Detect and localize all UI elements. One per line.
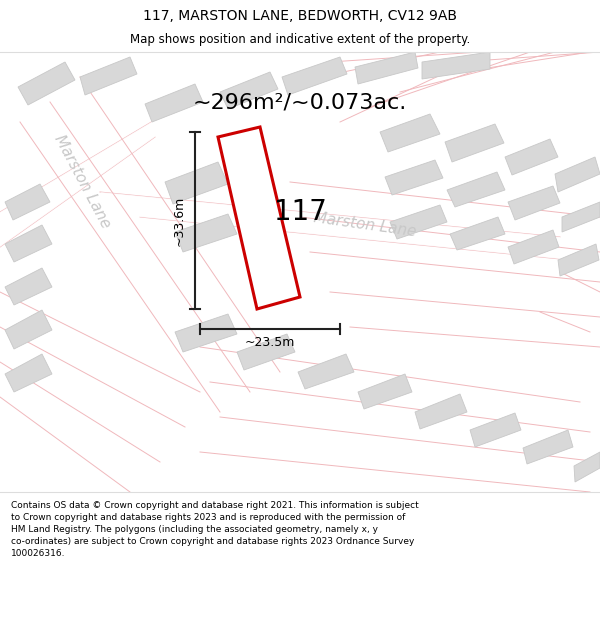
Polygon shape xyxy=(100,192,590,262)
Polygon shape xyxy=(218,127,300,309)
Polygon shape xyxy=(470,413,521,447)
Text: ~33.6m: ~33.6m xyxy=(173,196,185,246)
Polygon shape xyxy=(450,217,505,250)
Polygon shape xyxy=(5,184,50,220)
Polygon shape xyxy=(574,452,600,482)
Polygon shape xyxy=(298,354,354,389)
Polygon shape xyxy=(80,57,137,95)
Polygon shape xyxy=(415,394,467,429)
Polygon shape xyxy=(523,430,573,464)
Text: 117: 117 xyxy=(274,198,326,226)
Polygon shape xyxy=(165,162,228,204)
Polygon shape xyxy=(175,214,237,252)
Polygon shape xyxy=(355,52,418,84)
Polygon shape xyxy=(5,310,52,349)
Polygon shape xyxy=(380,114,440,152)
Polygon shape xyxy=(5,225,52,262)
Polygon shape xyxy=(18,62,75,105)
Text: Map shows position and indicative extent of the property.: Map shows position and indicative extent… xyxy=(130,32,470,46)
Polygon shape xyxy=(447,172,505,207)
Polygon shape xyxy=(390,205,447,239)
Polygon shape xyxy=(555,157,600,192)
Text: Marston Lane: Marston Lane xyxy=(51,132,113,231)
Polygon shape xyxy=(5,354,52,392)
Polygon shape xyxy=(562,202,600,232)
Polygon shape xyxy=(220,72,278,109)
Text: ~23.5m: ~23.5m xyxy=(245,336,295,349)
Polygon shape xyxy=(0,102,185,247)
Text: ~296m²/~0.073ac.: ~296m²/~0.073ac. xyxy=(193,92,407,112)
Polygon shape xyxy=(237,334,295,370)
Text: Marston Lane: Marston Lane xyxy=(313,211,417,239)
Text: Contains OS data © Crown copyright and database right 2021. This information is : Contains OS data © Crown copyright and d… xyxy=(11,501,419,558)
Polygon shape xyxy=(385,160,443,195)
Polygon shape xyxy=(445,124,504,162)
Polygon shape xyxy=(358,374,412,409)
Polygon shape xyxy=(505,139,558,175)
Polygon shape xyxy=(5,268,52,305)
Polygon shape xyxy=(508,186,560,220)
Polygon shape xyxy=(508,230,559,264)
Polygon shape xyxy=(282,57,347,95)
Polygon shape xyxy=(145,84,203,122)
Text: 117, MARSTON LANE, BEDWORTH, CV12 9AB: 117, MARSTON LANE, BEDWORTH, CV12 9AB xyxy=(143,9,457,22)
Polygon shape xyxy=(422,52,490,79)
Polygon shape xyxy=(558,244,599,276)
Polygon shape xyxy=(175,314,237,352)
